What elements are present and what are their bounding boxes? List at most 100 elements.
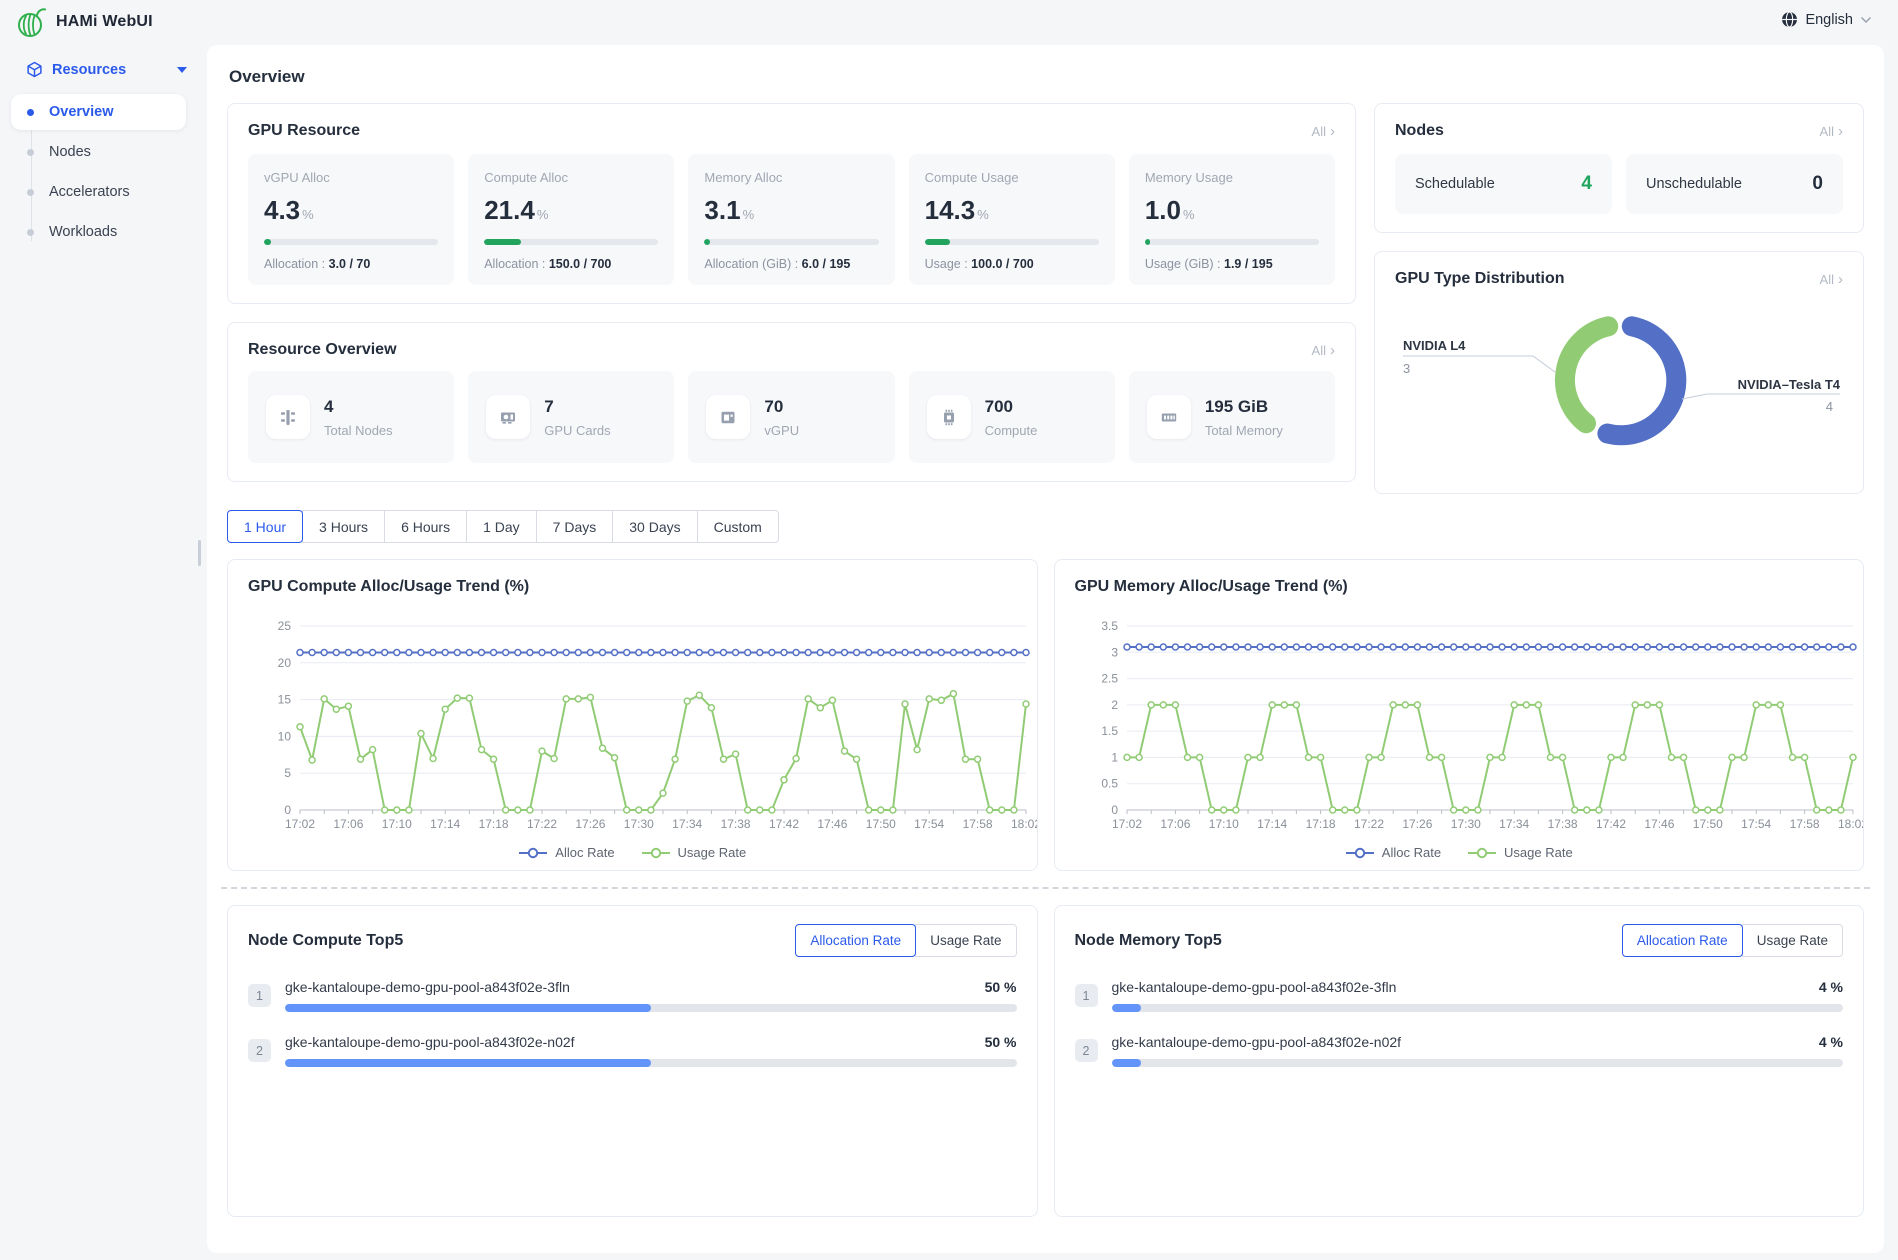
svg-text:17:14: 17:14 — [430, 817, 460, 831]
resource-overview-title: Resource Overview — [248, 341, 397, 359]
svg-text:3.5: 3.5 — [1101, 619, 1118, 633]
unschedulable-value: 0 — [1812, 173, 1823, 195]
chip-icon — [940, 409, 958, 426]
node-value: 4 % — [1819, 1034, 1843, 1050]
icon-box — [486, 395, 530, 439]
sidebar-item-workloads[interactable]: Workloads — [11, 214, 186, 250]
tab-3-hours[interactable]: 3 Hours — [302, 510, 385, 543]
svg-text:17:46: 17:46 — [1644, 817, 1674, 831]
resource-overview-all-link[interactable]: All › — [1312, 343, 1335, 358]
tab-7-days[interactable]: 7 Days — [536, 510, 614, 543]
overview-tile-vgpu: 70 vGPU — [688, 371, 894, 463]
sidebar-group-label: Resources — [52, 62, 168, 78]
sidebar-item-overview[interactable]: Overview — [11, 94, 186, 130]
svg-text:17:22: 17:22 — [1353, 817, 1383, 831]
page-title: Overview — [229, 67, 1864, 87]
schedulable-tile: Schedulable 4 — [1395, 154, 1612, 214]
svg-text:17:38: 17:38 — [721, 817, 751, 831]
tab-1-day[interactable]: 1 Day — [466, 510, 537, 543]
stat-detail: Usage : 100.0 / 700 — [925, 257, 1099, 271]
legend-item-alloc-rate[interactable]: Alloc Rate — [518, 845, 614, 860]
svg-text:1: 1 — [1111, 750, 1118, 764]
legend-label: Alloc Rate — [1382, 845, 1441, 860]
node-compute-top5-title: Node Compute Top5 — [248, 932, 403, 950]
topbar: HAMi WebUI English — [0, 0, 1898, 45]
sidebar-nav: Overview Nodes Accelerators Workloads — [0, 94, 207, 250]
compute-trend-title: GPU Compute Alloc/Usage Trend (%) — [248, 578, 1017, 596]
stat-value: 4.3% — [264, 195, 438, 226]
svg-text:17:06: 17:06 — [1160, 817, 1190, 831]
sidebar-resize-handle[interactable] — [198, 540, 201, 566]
allocation-rate-button[interactable]: Allocation Rate — [795, 924, 916, 957]
language-selector[interactable]: English — [1781, 11, 1872, 28]
svg-text:17:02: 17:02 — [1111, 817, 1141, 831]
icon-box — [1147, 395, 1191, 439]
node-name: gke-kantaloupe-demo-gpu-pool-a843f02e-n0… — [1112, 1034, 1402, 1050]
gpu-type-donut-chart[interactable]: NVIDIA L4 3 NVIDIA–Tesla T4 4 — [1395, 292, 1845, 470]
progress-fill — [704, 239, 709, 245]
hami-logo-icon — [16, 6, 46, 38]
all-label: All — [1312, 343, 1326, 358]
schedulable-value: 4 — [1581, 173, 1592, 195]
usage-rate-button[interactable]: Usage Rate — [1742, 924, 1843, 957]
chevron-right-icon: › — [1330, 124, 1335, 139]
chevron-right-icon: › — [1838, 272, 1843, 287]
legend-marker-icon — [641, 847, 671, 859]
node-memory-top5-card: Node Memory Top5 Allocation Rate Usage R… — [1054, 905, 1865, 1217]
svg-text:17:18: 17:18 — [1305, 817, 1335, 831]
donut-value-tesla-t4: 4 — [1826, 399, 1833, 414]
usage-rate-button[interactable]: Usage Rate — [915, 924, 1016, 957]
progress-track — [285, 1004, 1017, 1012]
svg-text:17:02: 17:02 — [285, 817, 315, 831]
all-label: All — [1820, 124, 1834, 139]
nav-dot-icon — [27, 229, 34, 236]
progress-track — [1145, 239, 1319, 245]
compute-top5-toggle: Allocation Rate Usage Rate — [795, 924, 1016, 957]
progress-track — [1112, 1004, 1844, 1012]
overview-tile-gpu-cards: 7 GPU Cards — [468, 371, 674, 463]
progress-fill — [484, 239, 521, 245]
tab-custom[interactable]: Custom — [697, 510, 779, 543]
svg-text:17:50: 17:50 — [866, 817, 896, 831]
gpu-type-all-link[interactable]: All › — [1820, 272, 1843, 287]
progress-fill — [285, 1059, 651, 1067]
sidebar-item-nodes[interactable]: Nodes — [11, 134, 186, 170]
stat-value: 1.0% — [1145, 195, 1319, 226]
legend-item-usage-rate[interactable]: Usage Rate — [641, 845, 747, 860]
svg-text:17:18: 17:18 — [479, 817, 509, 831]
sidebar-item-accelerators[interactable]: Accelerators — [11, 174, 186, 210]
gpu-resource-title: GPU Resource — [248, 122, 360, 140]
tab-1-hour[interactable]: 1 Hour — [227, 510, 303, 543]
svg-text:17:30: 17:30 — [624, 817, 654, 831]
nav-dot-icon — [27, 109, 34, 116]
progress-track — [285, 1059, 1017, 1067]
node-name: gke-kantaloupe-demo-gpu-pool-a843f02e-n0… — [285, 1034, 575, 1050]
stat-label: Memory Alloc — [704, 170, 878, 185]
nodes-all-link[interactable]: All › — [1820, 124, 1843, 139]
legend-marker-icon — [1467, 847, 1497, 859]
gpu-resource-all-link[interactable]: All › — [1312, 124, 1335, 139]
globe-icon — [1781, 11, 1798, 28]
unschedulable-tile: Unschedulable 0 — [1626, 154, 1843, 214]
stat-detail: Allocation : 3.0 / 70 — [264, 257, 438, 271]
tab-30-days[interactable]: 30 Days — [612, 510, 697, 543]
donut-segment[interactable] — [1565, 326, 1608, 423]
legend-item-alloc-rate[interactable]: Alloc Rate — [1345, 845, 1441, 860]
progress-fill — [285, 1004, 651, 1012]
chevron-right-icon: › — [1838, 124, 1843, 139]
tab-6-hours[interactable]: 6 Hours — [384, 510, 467, 543]
allocation-rate-button[interactable]: Allocation Rate — [1622, 924, 1743, 957]
svg-text:1.5: 1.5 — [1101, 724, 1118, 738]
memory-icon — [1160, 409, 1178, 426]
progress-track — [264, 239, 438, 245]
progress-fill — [1112, 1004, 1141, 1012]
svg-text:17:46: 17:46 — [817, 817, 847, 831]
donut-segment[interactable] — [1607, 326, 1676, 435]
dashed-divider — [221, 887, 1870, 889]
chevron-right-icon: › — [1330, 343, 1335, 358]
legend-item-usage-rate[interactable]: Usage Rate — [1467, 845, 1573, 860]
caret-down-icon[interactable] — [177, 67, 187, 73]
stat-memory-usage: Memory Usage 1.0% Usage (GiB) : 1.9 / 19… — [1129, 154, 1335, 285]
sidebar-group-resources[interactable]: Resources — [0, 45, 207, 92]
overview-label: GPU Cards — [544, 423, 610, 438]
